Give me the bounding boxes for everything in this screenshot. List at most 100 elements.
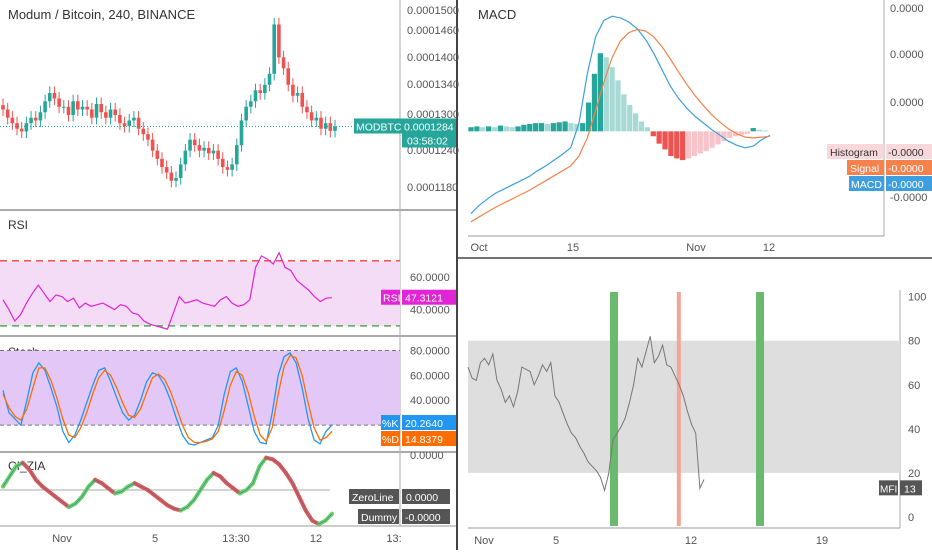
candle[interactable] <box>113 109 118 115</box>
mfi-sell-highlight[interactable] <box>676 292 681 526</box>
candle[interactable] <box>169 172 174 181</box>
macd-histogram-bar[interactable] <box>486 126 492 132</box>
candle[interactable] <box>277 24 281 58</box>
candle[interactable] <box>132 117 136 121</box>
macd-histogram-bar[interactable] <box>603 57 609 132</box>
macd-histogram-bar[interactable] <box>562 121 568 132</box>
macd-histogram-bar[interactable] <box>574 123 580 132</box>
candle[interactable] <box>29 117 33 124</box>
macd-histogram-bar[interactable] <box>662 131 668 150</box>
candle[interactable] <box>206 147 211 154</box>
candle[interactable] <box>160 158 164 168</box>
candle[interactable] <box>267 73 272 85</box>
macd-histogram-bar[interactable] <box>497 125 504 132</box>
candle[interactable] <box>76 101 80 110</box>
candle[interactable] <box>118 114 122 124</box>
macd-histogram-bar[interactable] <box>650 131 656 137</box>
macd-histogram-bar[interactable] <box>762 130 768 132</box>
mfi-buy-highlight[interactable] <box>756 292 765 526</box>
macd-histogram-bar[interactable] <box>697 131 703 154</box>
macd-histogram-bar[interactable] <box>715 131 721 145</box>
macd-histogram-bar[interactable] <box>515 126 521 132</box>
candle[interactable] <box>80 106 85 110</box>
candle[interactable] <box>141 128 146 135</box>
macd-histogram-bar[interactable] <box>550 123 556 132</box>
candle[interactable] <box>230 164 234 170</box>
macd-histogram-bar[interactable] <box>756 129 762 132</box>
signal-line[interactable] <box>470 28 771 223</box>
candle[interactable] <box>183 150 188 165</box>
candle[interactable] <box>71 101 75 115</box>
candle[interactable] <box>61 106 66 108</box>
candle[interactable] <box>305 106 309 113</box>
candle[interactable] <box>263 84 267 94</box>
candle[interactable] <box>1 105 5 110</box>
macd-histogram-bar[interactable] <box>709 131 715 148</box>
macd-histogram-bar[interactable] <box>744 131 750 134</box>
candle[interactable] <box>244 106 248 121</box>
candle[interactable] <box>33 117 38 121</box>
candle[interactable] <box>291 84 295 96</box>
candle[interactable] <box>188 139 192 151</box>
macd-histogram-bar[interactable] <box>509 127 515 132</box>
candle[interactable] <box>174 178 178 181</box>
candle[interactable] <box>104 112 108 118</box>
stoch-k-line[interactable] <box>2 351 333 446</box>
macd-line[interactable] <box>470 15 771 215</box>
macd-histogram-bar[interactable] <box>727 131 733 138</box>
macd-histogram-bar[interactable] <box>638 121 645 132</box>
candle[interactable] <box>333 126 337 131</box>
candle[interactable] <box>24 123 29 132</box>
candle[interactable] <box>281 57 286 69</box>
macd-histogram-bar[interactable] <box>738 131 745 135</box>
macd-histogram-bar[interactable] <box>503 126 509 132</box>
candle[interactable] <box>155 150 160 159</box>
zia-line[interactable] <box>2 457 333 525</box>
candle[interactable] <box>99 104 103 113</box>
macd-histogram-bar[interactable] <box>674 131 680 159</box>
candle[interactable] <box>94 104 99 118</box>
candle[interactable] <box>323 123 328 129</box>
candle[interactable] <box>164 167 169 173</box>
candle[interactable] <box>286 68 291 85</box>
candle[interactable] <box>220 158 225 168</box>
candle[interactable] <box>150 139 155 151</box>
macd-histogram-bar[interactable] <box>732 131 739 137</box>
candle[interactable] <box>178 164 183 179</box>
candle[interactable] <box>272 24 277 74</box>
macd-histogram-bar[interactable] <box>721 131 727 142</box>
rsi-line[interactable] <box>2 251 333 330</box>
candle[interactable] <box>211 150 216 154</box>
candle[interactable] <box>249 101 253 107</box>
candle[interactable] <box>108 109 113 118</box>
macd-histogram-bar[interactable] <box>474 126 480 132</box>
macd-histogram-bar[interactable] <box>609 67 615 132</box>
candle[interactable] <box>239 120 244 146</box>
stoch-d-line[interactable] <box>2 354 333 444</box>
candle[interactable] <box>197 145 202 151</box>
macd-histogram-bar[interactable] <box>680 131 686 161</box>
macd-histogram-bar[interactable] <box>633 113 639 132</box>
candle[interactable] <box>5 109 10 118</box>
candle[interactable] <box>295 93 300 96</box>
candle[interactable] <box>90 109 94 118</box>
candle[interactable] <box>328 123 333 131</box>
candle[interactable] <box>85 106 89 110</box>
candle[interactable] <box>314 117 319 121</box>
macd-histogram-bar[interactable] <box>621 94 627 132</box>
candle[interactable] <box>47 93 52 102</box>
candle[interactable] <box>192 139 197 146</box>
macd-histogram-bar[interactable] <box>585 102 592 132</box>
mfi-line[interactable] <box>467 336 705 493</box>
macd-histogram-bar[interactable] <box>656 131 662 144</box>
candle[interactable] <box>253 90 258 102</box>
candle[interactable] <box>319 117 323 129</box>
macd-histogram-bar[interactable] <box>691 131 698 156</box>
candle[interactable] <box>146 134 150 140</box>
macd-histogram-bar[interactable] <box>627 105 633 132</box>
macd-histogram-bar[interactable] <box>668 131 674 156</box>
candle[interactable] <box>258 90 262 94</box>
candle[interactable] <box>136 117 141 129</box>
